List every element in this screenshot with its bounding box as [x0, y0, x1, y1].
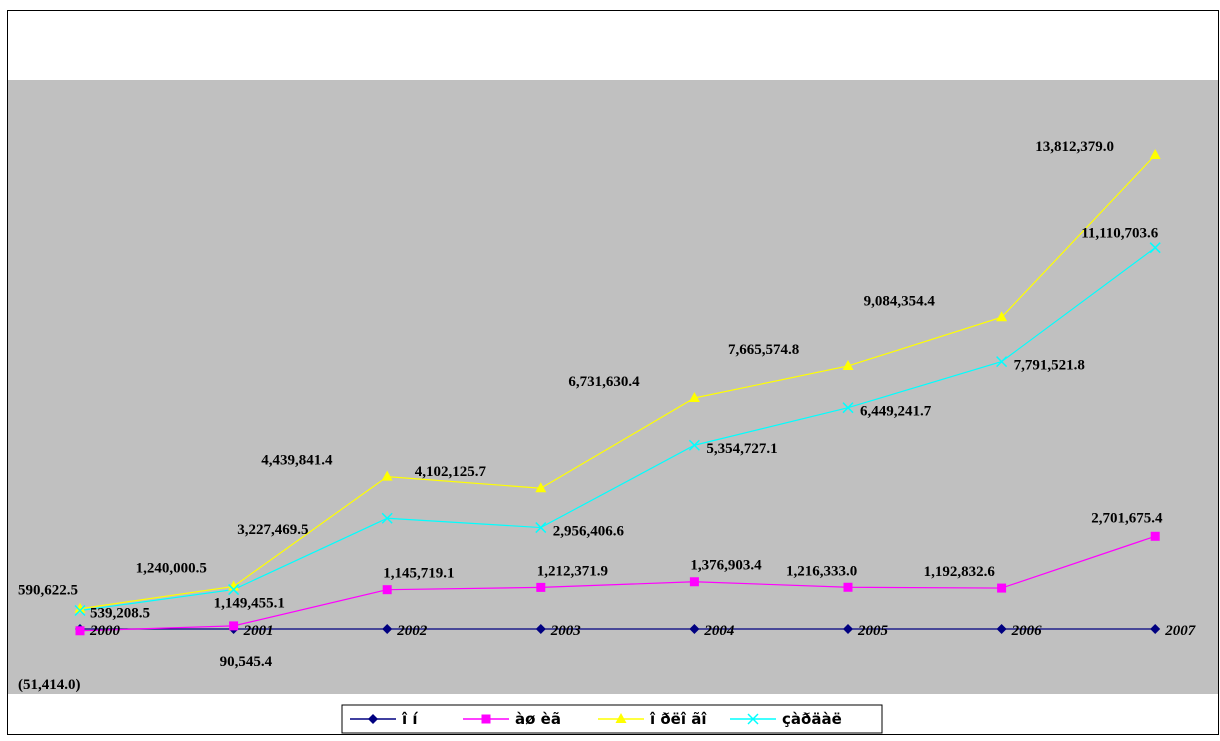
- series-2-point-7: [1149, 149, 1161, 159]
- series-3-point-0: [74, 604, 86, 617]
- data-label-s2-2004: 6,731,630.4: [568, 374, 640, 390]
- series-3-point-7: [1149, 242, 1161, 254]
- series-1-point-0: [75, 626, 85, 636]
- series-line-1: [79, 535, 1156, 632]
- data-label-s2-2000: 590,622.5: [18, 583, 78, 599]
- series-3-point-2: [381, 512, 393, 524]
- series-1-point-5: [843, 582, 853, 592]
- legend-entry-3: çàðäàë: [782, 710, 842, 728]
- series-1-point-1: [229, 621, 239, 631]
- series-0-point-7: [1150, 624, 1161, 634]
- series-2-point-0: [74, 602, 86, 613]
- data-label-s3-2002: 3,227,469.5: [237, 522, 308, 538]
- data-label-s2-2002: 4,439,841.4: [261, 453, 333, 469]
- series-3-point-6: [996, 356, 1008, 368]
- x-tick-label-2004: 2004: [703, 623, 735, 639]
- series-1-point-6: [997, 583, 1007, 593]
- data-label-s3-2007: 11,110,703.6: [1081, 226, 1159, 242]
- x-tick-label-2000: 2000: [89, 623, 121, 639]
- data-label-s3-2003: 2,956,406.6: [553, 524, 625, 540]
- data-label-s3-2000: 539,208.5: [90, 605, 150, 621]
- series-3-point-4: [688, 439, 700, 451]
- series-0-point-2: [382, 624, 393, 634]
- series-2-point-6: [996, 311, 1008, 322]
- series-markers: [74, 149, 1161, 636]
- series-2-point-5: [842, 359, 854, 370]
- series-2-point-4: [688, 391, 700, 402]
- data-label-s3-2005: 6,449,241.7: [860, 404, 932, 420]
- data-label-s1-2002: 1,145,719.1: [383, 566, 454, 582]
- data-label-s1-2000: (51,414.0): [18, 677, 81, 693]
- data-label-s1-2004: 1,376,903.4: [690, 558, 762, 574]
- x-tick-label-2006: 2006: [1011, 623, 1043, 639]
- series-2-point-1: [228, 580, 240, 591]
- series-1-point-4: [689, 577, 699, 587]
- series-1-point-3: [536, 582, 546, 592]
- series-1-point-7: [1150, 531, 1160, 541]
- data-label-s1-2006: 1,192,832.6: [924, 564, 996, 580]
- series-3-point-3: [535, 522, 547, 534]
- data-label-s1-2001: 90,545.4: [220, 654, 273, 670]
- data-label-s3-2006: 7,791,521.8: [1014, 358, 1085, 374]
- x-tick-label-2002: 2002: [396, 623, 428, 639]
- series-0-point-6: [996, 624, 1007, 634]
- legend-entry-2: î ðëî ãî: [649, 710, 707, 728]
- data-label-s2-2006: 9,084,354.4: [864, 293, 936, 309]
- data-label-s1-2003: 1,212,371.9: [537, 563, 608, 579]
- series-lines: [79, 154, 1156, 632]
- series-0-point-4: [689, 624, 700, 634]
- x-tick-label-2003: 2003: [550, 623, 582, 639]
- legend-swatch-marker-0: [368, 714, 378, 724]
- legend-swatch-marker-1: [481, 714, 491, 724]
- data-label-s3-2001: 1,149,455.1: [214, 596, 285, 612]
- series-3-point-1: [228, 584, 240, 596]
- series-1-point-2: [382, 585, 392, 595]
- data-label-s1-2007: 2,701,675.4: [1091, 510, 1163, 526]
- plot-area: [8, 80, 1218, 694]
- x-tick-label-2007: 2007: [1164, 623, 1196, 639]
- legend-swatch-marker-3: [747, 713, 759, 725]
- legend: î í àø èã î ðëî ãî çàðäàë: [341, 704, 883, 734]
- legend-entry-0: î í: [401, 710, 418, 728]
- x-axis-tick-labels: 2000 2001 2002 2003 2004 2005 2006 2007: [89, 623, 1196, 639]
- series-0-point-3: [535, 624, 546, 634]
- series-line-2: [79, 154, 1156, 610]
- data-label-s1-2005: 1,216,333.0: [786, 563, 857, 579]
- x-tick-label-2005: 2005: [857, 623, 889, 639]
- data-label-s2-2001: 1,240,000.5: [136, 560, 207, 576]
- x-tick-label-2001: 2001: [243, 623, 274, 639]
- legend-swatch-marker-2: [615, 713, 627, 723]
- data-label-s2-2007: 13,812,379.0: [1035, 139, 1114, 155]
- series-2-point-3: [535, 482, 547, 493]
- series-2-point-2: [381, 470, 393, 481]
- data-label-s3-2004: 5,354,727.1: [706, 441, 777, 457]
- series-3-point-5: [842, 402, 854, 414]
- data-label-s2-2005: 7,665,574.8: [728, 342, 799, 358]
- data-labels: (51,414.0) 90,545.4 1,145,719.1 1,212,371.9…: [18, 139, 1163, 693]
- series-line-3: [79, 247, 1156, 612]
- data-label-s2-2003: 4,102,125.7: [415, 464, 487, 480]
- series-0-point-5: [843, 624, 853, 634]
- legend-entry-1: àø èã: [515, 710, 561, 728]
